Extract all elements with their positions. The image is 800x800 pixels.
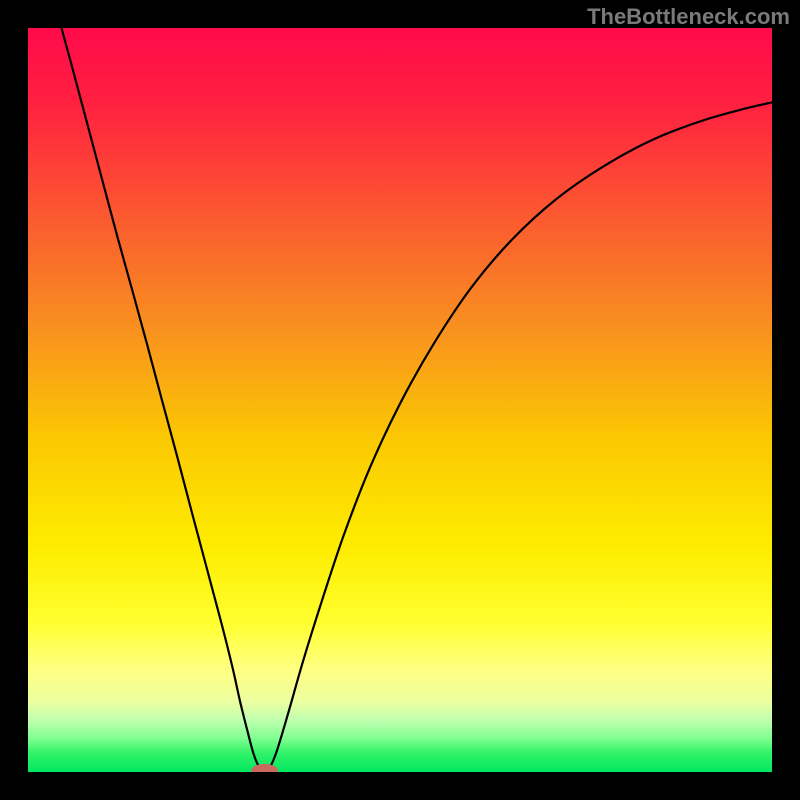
chart-background bbox=[28, 28, 772, 772]
bottleneck-chart bbox=[0, 0, 800, 800]
watermark-text: TheBottleneck.com bbox=[587, 4, 790, 30]
chart-container: TheBottleneck.com bbox=[0, 0, 800, 800]
